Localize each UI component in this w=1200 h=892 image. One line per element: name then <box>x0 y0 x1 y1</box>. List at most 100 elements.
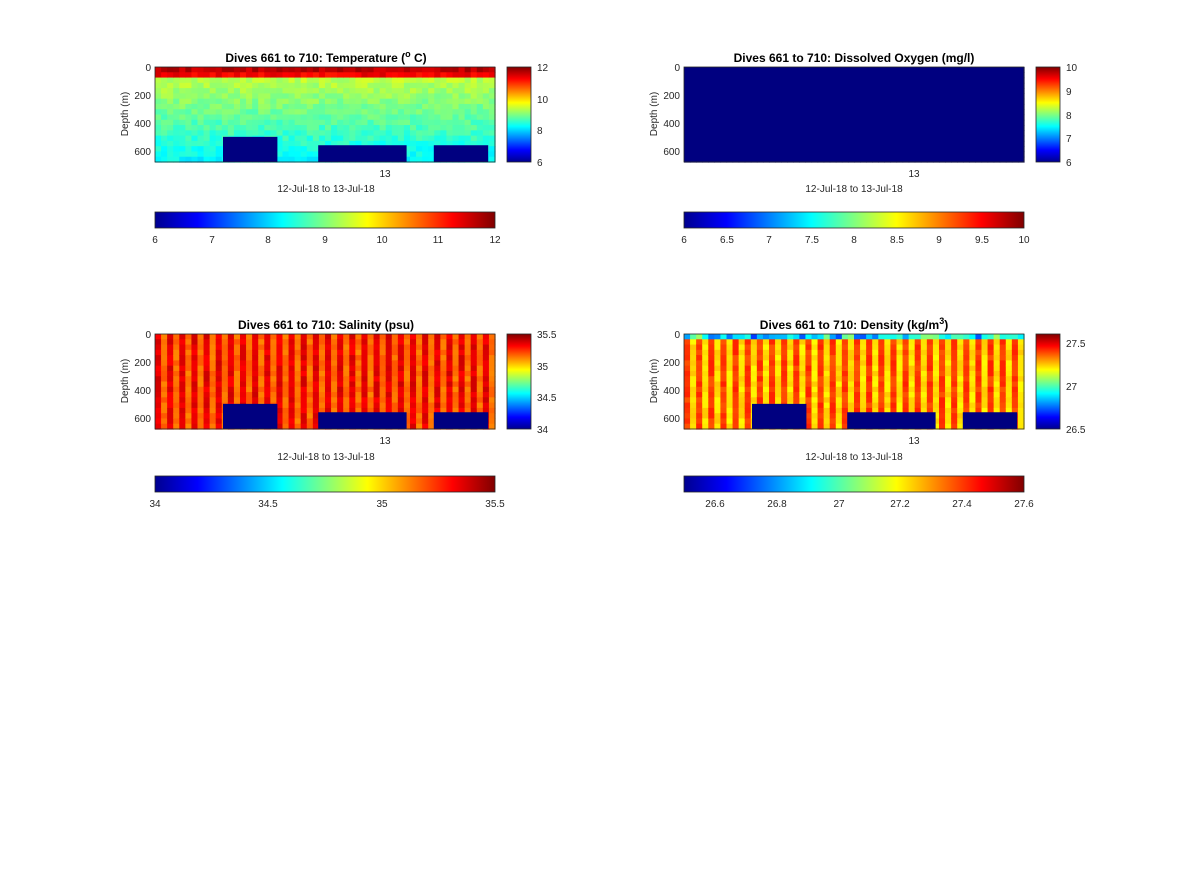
heatmap-cell <box>294 114 302 121</box>
heatmap-cell <box>161 151 168 158</box>
colorbar-tick-label: 27 <box>1066 382 1078 393</box>
heatmap-cell <box>914 376 922 383</box>
heatmap-cell <box>951 114 958 121</box>
heatmap-cell <box>860 103 867 110</box>
heatmap-cell <box>428 151 435 158</box>
heatmap-cell <box>908 334 916 340</box>
heatmap-cell <box>775 77 782 84</box>
heatmap-cell <box>355 355 363 361</box>
heatmap-cell <box>920 119 928 126</box>
heatmap-cell <box>300 103 308 110</box>
heatmap-cell <box>860 119 867 126</box>
heatmap-cell <box>787 386 794 393</box>
heatmap-cell <box>343 334 350 340</box>
heatmap-cell <box>787 98 794 105</box>
heatmap-cell <box>270 72 278 79</box>
plot-frame <box>154 66 496 163</box>
heatmap-cell <box>440 119 448 126</box>
heatmap-cell <box>878 72 885 79</box>
heatmap-cell <box>428 423 435 430</box>
heatmap-cell <box>173 114 180 121</box>
heatmap-cell <box>325 344 332 351</box>
heatmap-cell <box>410 334 417 340</box>
heatmap-cell <box>173 156 180 163</box>
heatmap-cell <box>185 397 193 404</box>
heatmap-cell <box>276 402 284 409</box>
heatmap-cell <box>890 370 898 377</box>
y-tick-label: 400 <box>663 386 680 397</box>
heatmap-cell <box>993 140 1001 147</box>
heatmap-cell <box>318 349 326 356</box>
heatmap-cell <box>476 93 484 100</box>
heatmap-cell <box>173 402 180 409</box>
heatmap-cell <box>446 392 454 398</box>
heatmap-cell <box>349 88 356 94</box>
heatmap-cell <box>805 344 813 351</box>
heatmap-cell <box>258 355 265 361</box>
heatmap-cell <box>428 418 435 425</box>
heatmap-cell <box>318 386 326 393</box>
heatmap-cell <box>446 72 454 79</box>
heatmap-cell <box>987 344 995 351</box>
heatmap-cell <box>227 339 235 346</box>
heatmap-cell <box>939 98 946 105</box>
heatmap-cell <box>969 109 977 116</box>
heatmap-cell <box>951 386 958 393</box>
heatmap-cell <box>282 151 290 158</box>
heatmap-cell <box>817 334 825 340</box>
heatmap-cell <box>306 423 314 430</box>
heatmap-cell <box>975 386 983 393</box>
heatmap-cell <box>993 370 1001 377</box>
heatmap-cell <box>385 88 393 94</box>
heatmap-cell <box>179 135 186 142</box>
heatmap-cell <box>799 381 807 388</box>
heatmap-cell <box>434 98 441 105</box>
heatmap-cell <box>963 67 970 73</box>
heatmap-cell <box>300 355 308 361</box>
heatmap-cell <box>890 349 898 356</box>
heatmap-cell <box>233 397 241 404</box>
heatmap-cell <box>829 67 837 73</box>
heatmap-cell <box>410 146 417 153</box>
heatmap-cell <box>403 119 411 126</box>
heatmap-cell <box>155 402 162 409</box>
heatmap-cell <box>902 119 910 126</box>
heatmap-cell <box>823 407 831 414</box>
heatmap-cell <box>684 114 691 121</box>
heatmap-cell <box>847 386 855 393</box>
heatmap-cell <box>476 365 484 372</box>
heatmap-cell <box>185 114 193 121</box>
colorbar-tick-label: 7 <box>766 235 772 246</box>
heatmap-cell <box>957 381 964 388</box>
heatmap-cell <box>799 360 807 367</box>
heatmap-cell <box>696 156 703 163</box>
heatmap-cell <box>866 125 873 131</box>
heatmap-cell <box>476 381 484 388</box>
heatmap-cell <box>884 349 892 356</box>
heatmap-cell <box>331 82 338 89</box>
heatmap-cell <box>817 413 825 420</box>
heatmap-cell <box>209 376 217 383</box>
heatmap-cell <box>446 119 454 126</box>
heatmap-cell <box>476 344 484 351</box>
heatmap-cell <box>440 397 448 404</box>
heatmap-cell <box>769 93 776 100</box>
heatmap-cell <box>258 125 265 131</box>
x-axis-label: 12-Jul-18 to 13-Jul-18 <box>277 452 375 463</box>
heatmap-cell <box>161 407 168 414</box>
heatmap-cell <box>191 156 199 163</box>
heatmap-cell <box>841 67 849 73</box>
heatmap-cell <box>476 82 484 89</box>
heatmap-cell <box>963 365 970 372</box>
heatmap-cell <box>890 77 898 84</box>
heatmap-cell <box>690 88 697 94</box>
heatmap-cell <box>823 151 831 158</box>
heatmap-cell <box>221 349 229 356</box>
heatmap-cell <box>185 103 193 110</box>
heatmap-cell <box>847 146 855 153</box>
heatmap-cell <box>920 93 928 100</box>
heatmap-cell <box>155 67 162 73</box>
heatmap-cell <box>161 392 168 398</box>
heatmap-cell <box>446 402 454 409</box>
heatmap-cell <box>999 381 1007 388</box>
